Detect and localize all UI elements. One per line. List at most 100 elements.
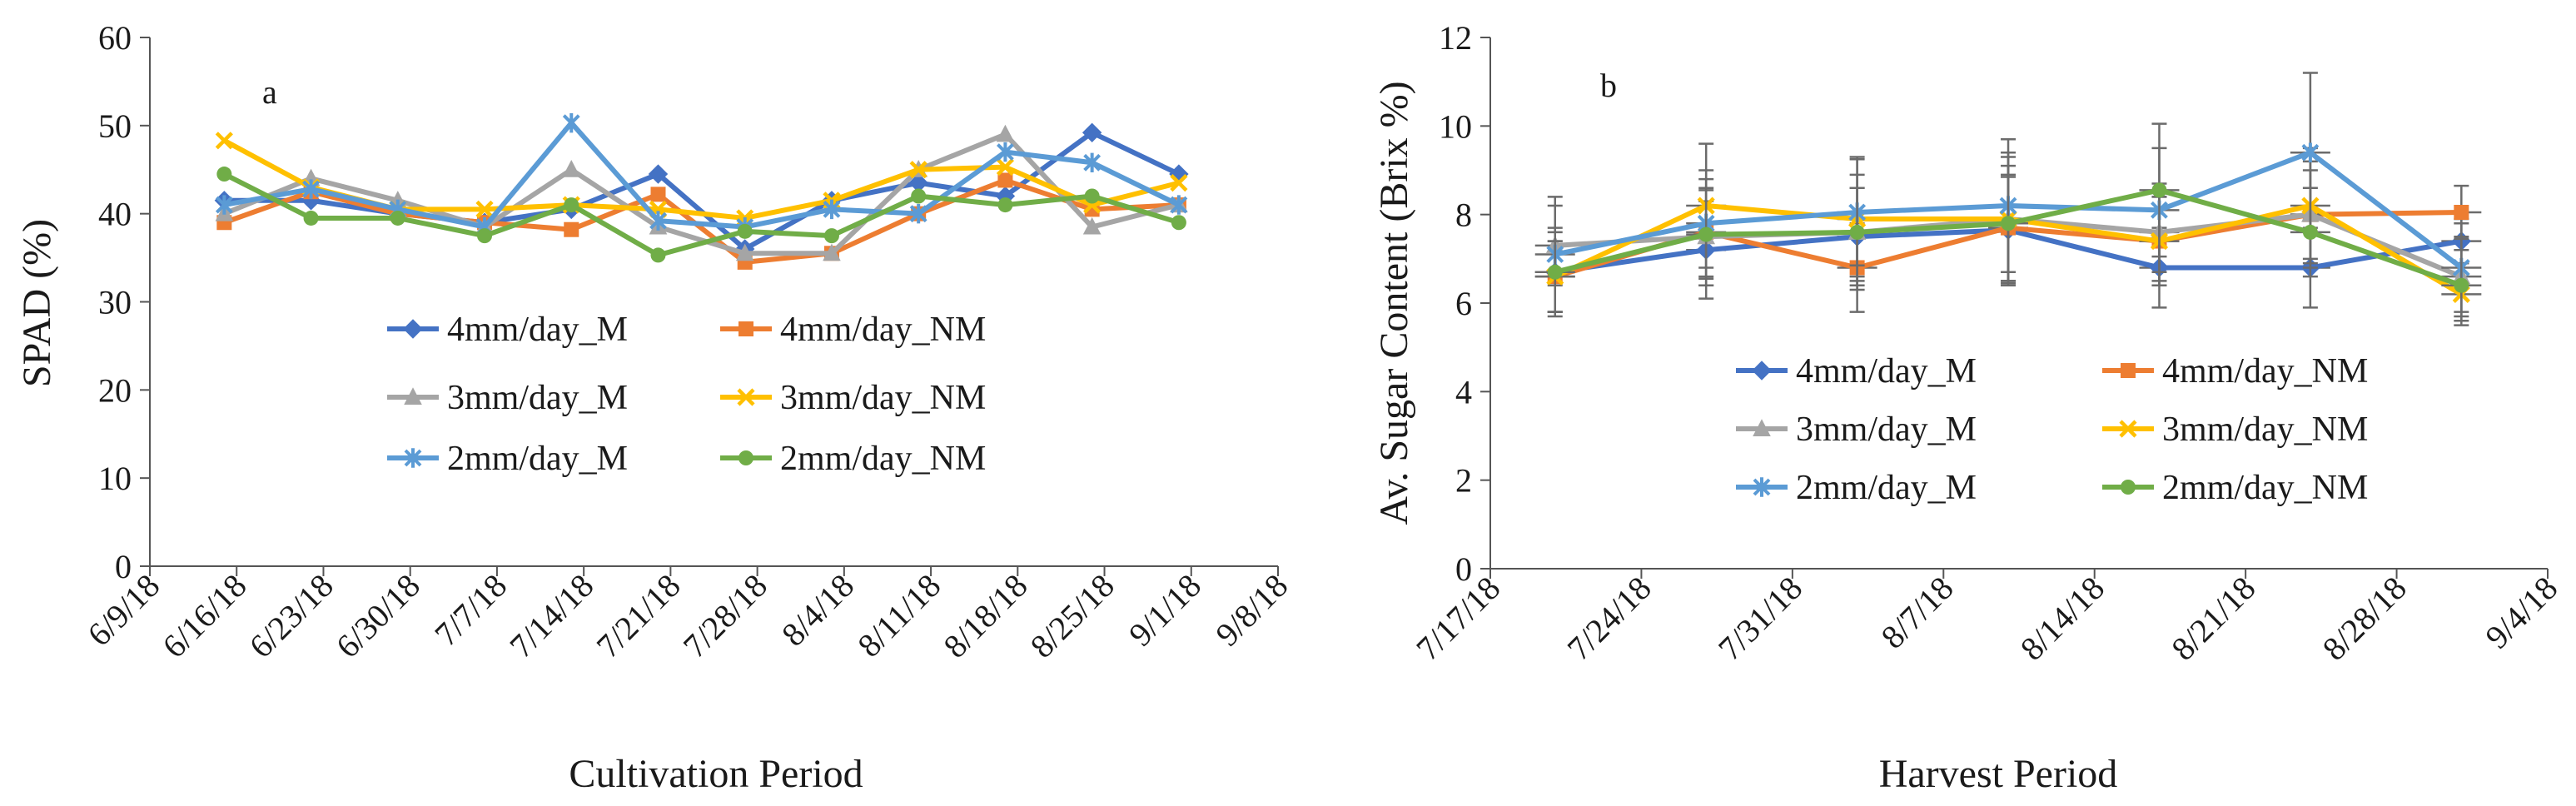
panel-a-x-axis-title: Cultivation Period	[569, 752, 863, 796]
panel-b-legend-marker	[2121, 480, 2136, 495]
panel-a-point	[215, 195, 233, 215]
panel-b-x-tick-label: 8/7/18	[1874, 570, 1961, 656]
panel-b-legend-item-3mm-day-nm: 3mm/day_NM	[2102, 410, 2368, 449]
panel-b-legend-marker	[2121, 363, 2136, 378]
panel-a-legend-marker	[403, 319, 423, 339]
panel-a-line-2mm-day-m	[223, 120, 1181, 230]
panel-b-point	[1698, 226, 1714, 242]
panel-a-x-tick-label: 7/14/18	[502, 567, 600, 665]
panel-b-point	[2001, 216, 2017, 231]
panel-a-legend-item-2mm-day-m: 2mm/day_M	[387, 440, 628, 478]
panel-b-x-tick-label: 8/21/18	[2164, 570, 2262, 668]
panel-b-x-tick-label: 8/14/18	[2013, 570, 2111, 668]
panel-a-point	[216, 167, 232, 182]
panel-a-point	[737, 223, 753, 239]
panel-b-x-tick-label: 9/4/18	[2478, 570, 2564, 656]
panel-a-legend-marker	[737, 388, 755, 406]
panel-a-point	[996, 124, 1015, 142]
panel-a-x-tick-label: 8/11/18	[850, 567, 947, 664]
panel-a-x-tick-label: 7/21/18	[589, 567, 687, 665]
panel-b-y-tick-label: 6	[1455, 285, 1472, 322]
panel-a-y-tick-label: 40	[98, 196, 132, 233]
panel-a-legend-marker	[738, 450, 753, 465]
panel-a-legend-marker	[404, 448, 422, 468]
panel-a-point	[303, 210, 319, 226]
panel-b-legend-marker	[1753, 477, 1771, 497]
panel-a-y-tick-label: 60	[98, 19, 132, 57]
panel-b-legend-label: 3mm/day_M	[1796, 410, 1977, 449]
panel-a-line-3mm-day-m	[223, 132, 1180, 256]
panel-b-legend: 4mm/day_M 4mm/day_NM 3mm/day_M 3mm/day_NM 2m…	[1736, 352, 2368, 507]
panel-a-point	[562, 112, 580, 133]
panel-a-point	[997, 142, 1014, 162]
panel-a-y-tick-label: 20	[98, 371, 132, 409]
panel-a-point	[823, 243, 841, 261]
panel-b-y-tick-label: 10	[1439, 107, 1472, 145]
panel-a-series-4mm-day-nm	[216, 172, 1186, 270]
panel-b-legend-marker	[1753, 419, 1771, 436]
panel-a-point	[650, 187, 666, 202]
panel-b-legend-label: 3mm/day_NM	[2162, 410, 2368, 449]
panel-a-point	[390, 210, 405, 226]
panel-a-point	[996, 157, 1015, 177]
panel-a-point	[908, 172, 928, 193]
panel-b-legend-item-4mm-day-nm: 4mm/day_NM	[2102, 352, 2368, 391]
panel-a-legend-label: 2mm/day_NM	[780, 440, 986, 478]
panel-a-point	[564, 221, 579, 237]
panel-a-point	[1171, 215, 1186, 231]
panel-b-y-tick-label: 2	[1455, 462, 1472, 500]
panel-b-y-tick-label: 12	[1439, 19, 1472, 57]
panel-a-legend: 4mm/day_M 4mm/day_NM 3mm/day_M 3mm/day_NM 2m…	[387, 311, 986, 478]
panel-b-point	[2301, 142, 2320, 162]
panel-b-point	[2454, 205, 2469, 221]
panel-a-legend-label: 3mm/day_M	[447, 379, 628, 417]
panel-a-series-2mm-day-nm	[216, 167, 1186, 263]
panel-b-x-axis-title: Harvest Period	[1879, 752, 2118, 796]
panel-a-legend-label: 4mm/day_M	[447, 311, 628, 349]
panel-b-letter: b	[1600, 67, 1617, 104]
panel-a-y-tick-label: 30	[98, 284, 132, 321]
panel-b-legend-item-4mm-day-m: 4mm/day_M	[1736, 352, 1977, 391]
panel-a-point	[997, 197, 1013, 213]
panel-a-point	[302, 179, 320, 199]
panel-b-sugar-chart: b Harvest Period Av. Sugar Content (Brix…	[1372, 19, 2564, 796]
panel-a-legend-item-2mm-day-nm: 2mm/day_NM	[720, 440, 986, 478]
panel-a-point	[1083, 152, 1102, 172]
panel-a-point	[649, 211, 667, 231]
panel-b-series-2mm-day-nm	[1534, 122, 2482, 322]
panel-b-legend-label: 2mm/day_NM	[2162, 469, 2368, 507]
panel-b-point	[2151, 182, 2167, 198]
panel-a-point	[564, 197, 579, 213]
panel-b-legend-marker	[1752, 361, 1772, 381]
panel-a-point	[215, 132, 233, 150]
panel-a-point	[1170, 195, 1188, 215]
panel-b-point	[1547, 264, 1563, 280]
panel-b-y-axis-title: Av. Sugar Content (Brix %)	[1372, 81, 1416, 525]
panel-a-series-2mm-day-m	[215, 112, 1188, 237]
panel-a-point	[911, 188, 927, 204]
panel-a-point	[1082, 216, 1102, 235]
panel-b-y-tick-label: 0	[1455, 550, 1472, 588]
panel-a-point	[997, 172, 1013, 188]
panel-b-point	[1849, 224, 1865, 240]
panel-a-series-3mm-day-nm	[215, 132, 1188, 227]
panel-a-y-tick-label: 10	[98, 460, 132, 497]
panel-b-legend-marker	[2119, 420, 2137, 438]
panel-a-point	[650, 247, 666, 263]
panel-a-x-tick-label: 6/16/18	[155, 567, 253, 665]
panel-a-x-tick-label: 7/28/18	[676, 567, 774, 665]
panel-a-point	[562, 160, 581, 177]
panel-a-point	[909, 203, 927, 224]
panel-a-legend-item-4mm-day-nm: 4mm/day_NM	[720, 311, 986, 349]
panel-a-legend-label: 2mm/day_M	[447, 440, 628, 478]
panel-a-legend-marker	[404, 387, 422, 405]
panel-a-x-tick-label: 6/23/18	[242, 567, 341, 665]
panel-a-spad-chart: a Cultivation Period SPAD (%) 0 10 20 30 40 5…	[15, 19, 1295, 796]
panel-a-point	[477, 228, 493, 244]
panel-b-point	[2454, 277, 2469, 293]
panel-b-legend-item-3mm-day-m: 3mm/day_M	[1736, 410, 1977, 449]
panel-a-line-4mm-day-nm	[223, 177, 1180, 265]
panel-a-point	[648, 164, 669, 184]
panel-a-x-tick-label: 9/1/18	[1121, 567, 1208, 654]
